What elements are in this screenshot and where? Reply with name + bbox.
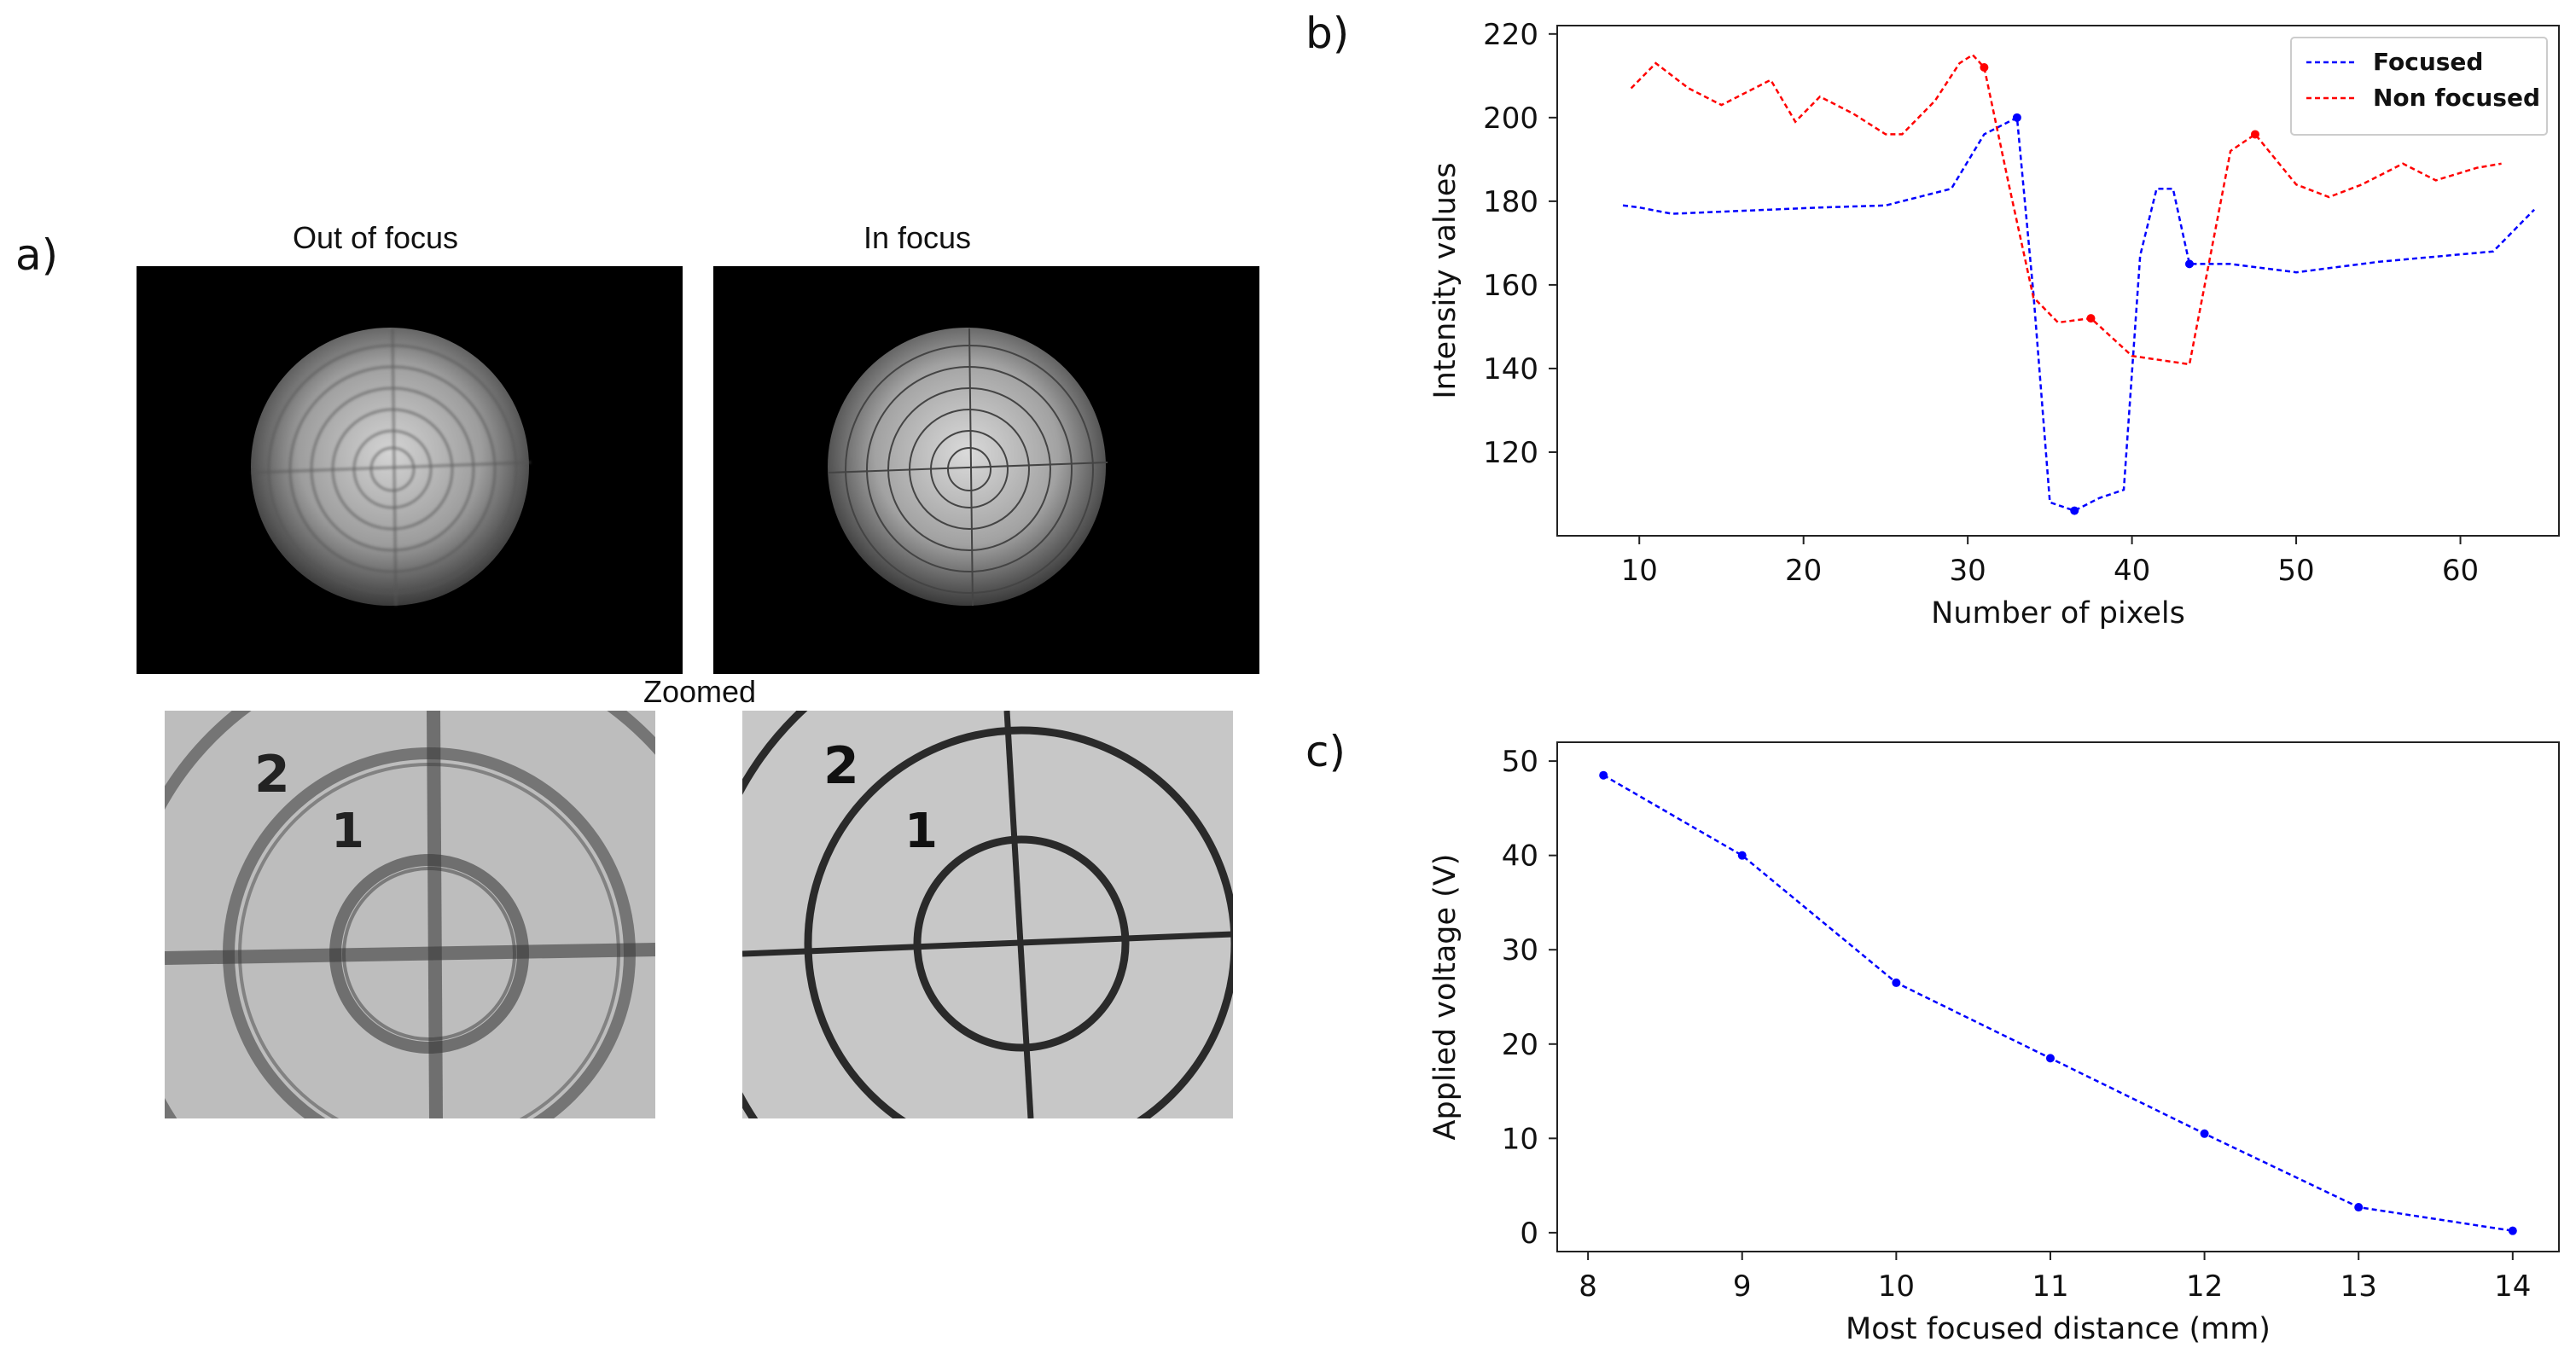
y-tick-label: 180 [1483,185,1538,219]
y-tick-label: 140 [1483,352,1538,386]
y-tick-label: 10 [1502,1122,1538,1156]
x-tick-label: 10 [1878,1269,1915,1304]
data-point [2200,1129,2209,1138]
series-line-focused [1622,115,2535,512]
plot-frame [1556,741,2560,1252]
data-point [2508,1226,2517,1235]
y-tick-label: 120 [1483,436,1538,470]
data-point [2250,130,2259,139]
legend-label: Focused [2373,48,2483,76]
x-axis-label: Most focused distance (mm) [1846,1312,2271,1346]
caption-in-focus: In focus [863,220,972,255]
data-point [2354,1203,2364,1212]
x-tick-label: 8 [1579,1269,1597,1304]
x-tick-label: 12 [2186,1269,2223,1304]
in-focus-image [713,266,1259,674]
data-point [1980,63,1989,73]
plot-frame [1556,25,2560,537]
caption-out-of-focus: Out of focus [292,220,459,255]
x-tick-label: 10 [1621,554,1658,588]
y-tick-label: 160 [1483,269,1538,303]
x-tick-label: 30 [1950,554,1986,588]
data-point [1599,770,1608,780]
y-tick-label: 50 [1502,745,1538,779]
zoomed-number-1-in-focus: 1 [904,804,938,859]
voltage-chart: 8 9 10 11 12 13 14 0 10 20 30 40 50 Most focused dist… [1428,741,2560,1346]
y-tick-label: 0 [1520,1217,1538,1251]
y-tick-label: 40 [1502,839,1538,874]
data-point [2045,1054,2055,1063]
y-axis-label: Intensity values [1428,162,1462,398]
panel-a-label: a) [15,230,59,280]
x-tick-label: 11 [2032,1269,2068,1304]
zoomed-number-2: 2 [254,745,290,805]
data-point [2184,259,2194,269]
zoomed-in-focus-image: 2 1 [742,711,1233,1118]
caption-zoomed: Zoomed [643,674,757,709]
legend-box [2290,37,2548,136]
data-point [2012,113,2021,122]
y-axis-label: Applied voltage (V) [1428,854,1462,1141]
data-point [1737,851,1747,860]
x-tick-label: 20 [1785,554,1822,588]
series-line-non-focused [1630,53,2502,366]
x-tick-label: 40 [2114,554,2150,588]
x-tick-label: 50 [2277,554,2314,588]
y-tick-label: 220 [1483,18,1538,52]
data-point [2086,314,2096,323]
out-of-focus-image [137,266,683,674]
y-tick-label: 200 [1483,102,1538,136]
data-point [1892,978,1901,987]
zoomed-number-1: 1 [331,804,364,859]
x-tick-label: 9 [1733,1269,1752,1304]
x-axis-label: Number of pixels [1931,596,2185,630]
x-tick-label: 14 [2494,1269,2531,1304]
intensity-chart: 10 20 30 40 50 60 120 140 160 180 200 220 Number of … [1428,18,2560,630]
zoomed-out-of-focus-image: 2 1 [165,711,655,1118]
panel-b-label: b) [1305,9,1350,58]
x-tick-label: 13 [2340,1269,2377,1304]
y-tick-label: 30 [1502,933,1538,967]
x-tick-label: 60 [2442,554,2479,588]
zoomed-number-2-in-focus: 2 [823,736,859,796]
legend-label: Non focused [2373,84,2540,112]
y-tick-label: 20 [1502,1028,1538,1062]
panel-c-label: c) [1305,727,1346,776]
data-point [2070,506,2079,515]
series-line-0 [1602,774,2513,1232]
